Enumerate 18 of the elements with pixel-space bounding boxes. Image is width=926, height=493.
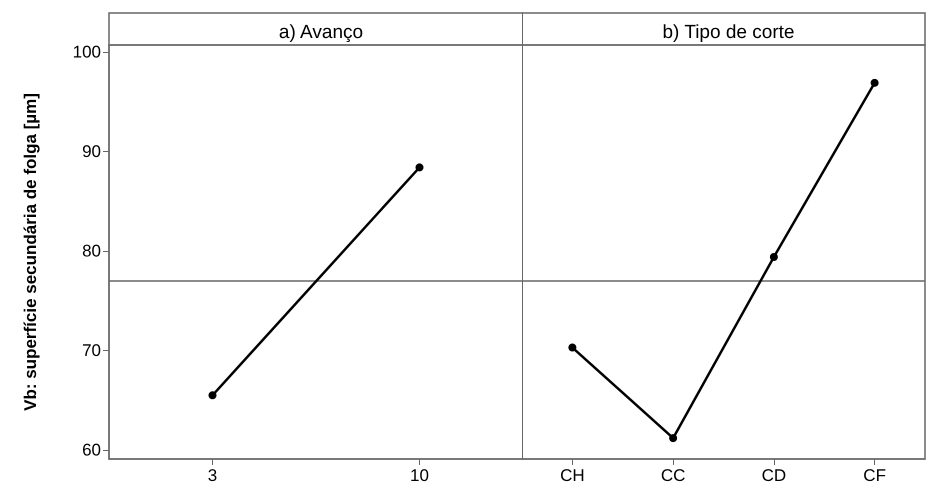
point	[770, 252, 778, 261]
y-tick-label: 60	[82, 440, 101, 460]
x-tick-label: CC	[660, 466, 686, 485]
x-tick-label: CD	[762, 466, 786, 485]
chart-title: a) Avanço	[278, 22, 364, 43]
y-tick-label: 80	[82, 242, 101, 261]
point	[870, 78, 879, 87]
point	[669, 434, 678, 442]
y-tick-label: 70	[82, 341, 101, 360]
x-tick-label: 10	[410, 466, 429, 485]
y-axis-title: Vb: superfície secundária de folga [µm]	[21, 93, 40, 411]
point	[568, 344, 576, 352]
chart-title: b) Tipo de corte	[662, 22, 795, 43]
x-tick-label: CF	[863, 466, 886, 485]
y-tick-label: 90	[82, 142, 101, 161]
x-tick-label: 3	[208, 466, 218, 485]
x-tick-label: CH	[560, 466, 585, 485]
y-tick-label: 100	[72, 42, 101, 62]
